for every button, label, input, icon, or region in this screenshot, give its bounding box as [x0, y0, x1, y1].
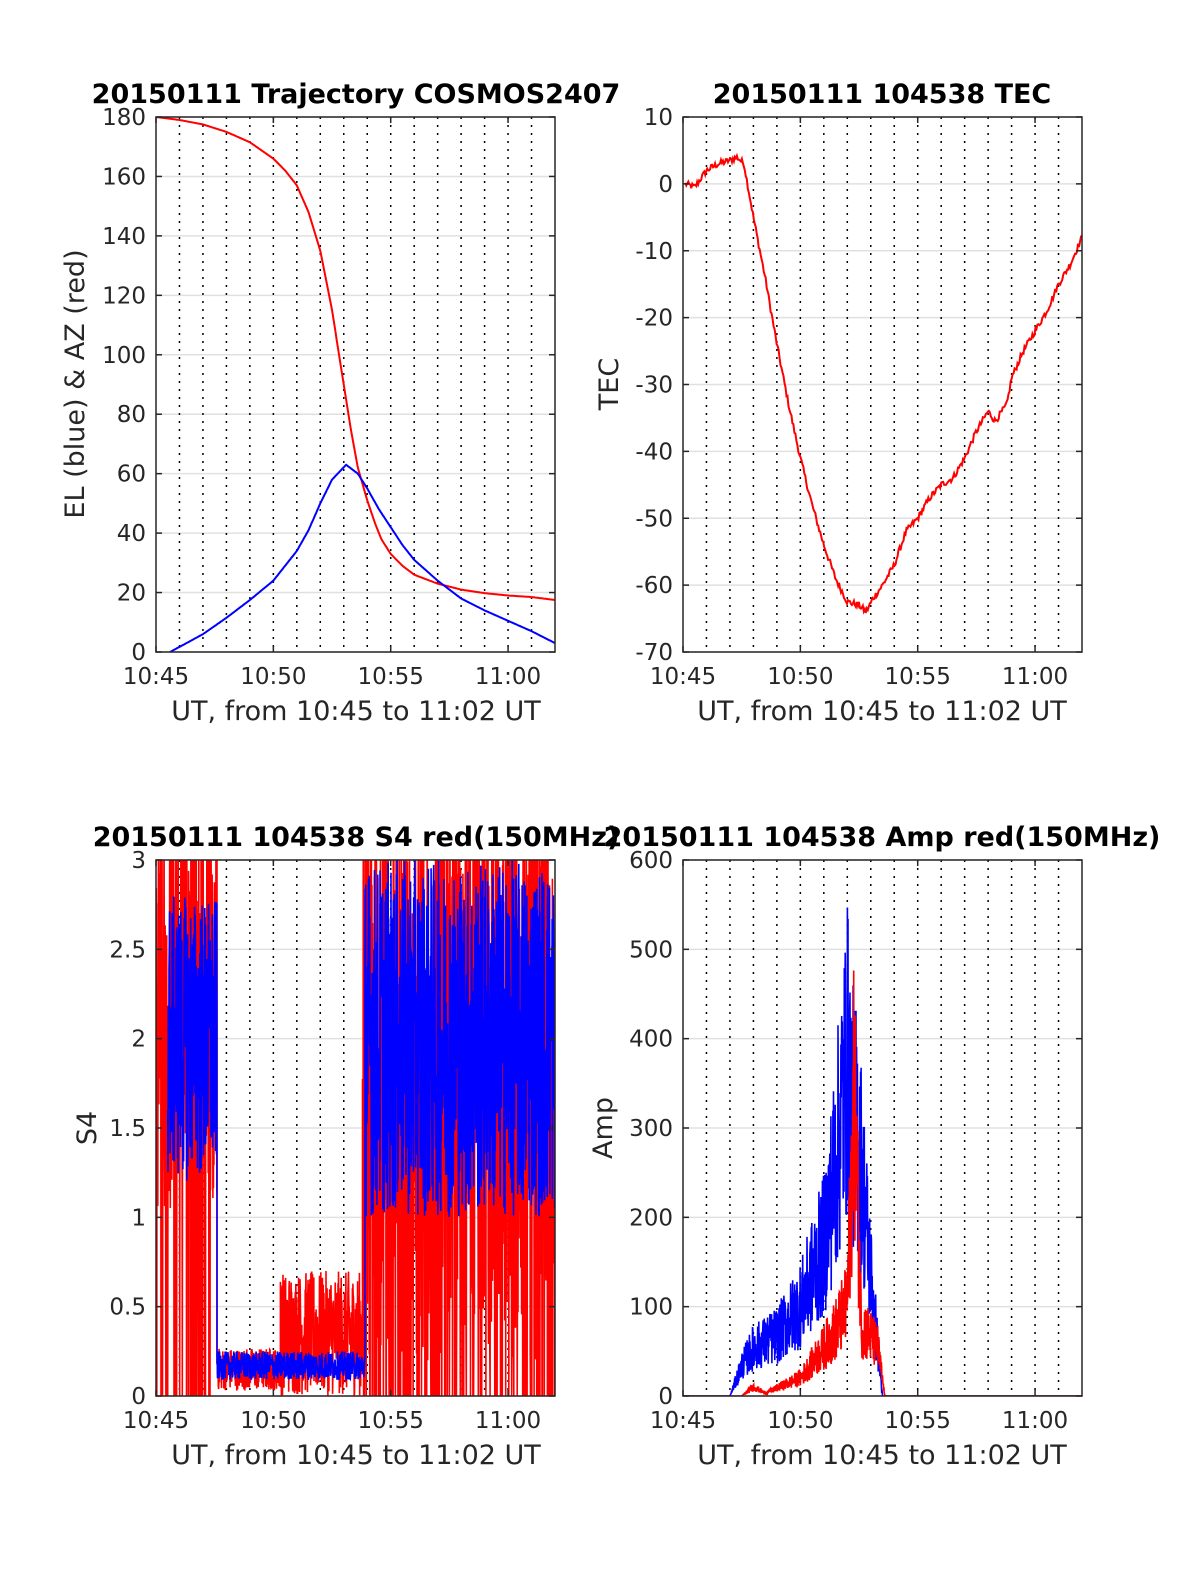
xtick-label: 11:00 [475, 1408, 541, 1434]
ytick-label: -20 [635, 306, 673, 332]
ytick-label: 40 [117, 521, 146, 547]
xtick-label: 10:55 [358, 664, 424, 690]
trajectory-title: 20150111 Trajectory COSMOS2407 [92, 79, 621, 110]
panel-s4: 20150111 104538 S4 red(150MHz) UT, from … [72, 822, 620, 1471]
xtick-label: 10:55 [885, 664, 951, 690]
xtick-label: 10:45 [650, 664, 716, 690]
xtick-label: 11:00 [1002, 1408, 1068, 1434]
s4-title: 20150111 104538 S4 red(150MHz) [93, 822, 620, 853]
ytick-label: -50 [635, 506, 673, 532]
amp-title: 20150111 104538 Amp red(150MHz) [604, 822, 1161, 853]
series-line-1 [683, 970, 1082, 1396]
tec-ylabel: TEC [594, 358, 625, 411]
ytick-label: 140 [102, 224, 146, 250]
xtick-label: 10:45 [123, 1408, 189, 1434]
panel-amp: 20150111 104538 Amp red(150MHz) UT, from… [588, 822, 1160, 1471]
xtick-label: 11:00 [475, 664, 541, 690]
ytick-label: 1.5 [109, 1116, 146, 1142]
xtick-label: 10:50 [767, 1408, 833, 1434]
ytick-label: 20 [117, 581, 146, 607]
ytick-label: -70 [635, 640, 673, 666]
ytick-label: 1 [131, 1205, 146, 1231]
tec-xlabel: UT, from 10:45 to 11:02 UT [697, 696, 1067, 727]
xtick-label: 10:45 [650, 1408, 716, 1434]
ytick-label: 160 [102, 164, 146, 190]
series-line-0 [683, 907, 1082, 1396]
xtick-label: 11:00 [1002, 664, 1068, 690]
s4-ylabel: S4 [72, 1111, 103, 1145]
xtick-label: 10:50 [240, 1408, 306, 1434]
ytick-label: 400 [629, 1027, 673, 1053]
ytick-label: 3 [131, 848, 146, 874]
xtick-label: 10:55 [885, 1408, 951, 1434]
s4-plot: 10:45 10:50 10:55 11:00 0 0.5 1 1.5 2 2.5 3 [109, 848, 556, 1434]
s4-xlabel: UT, from 10:45 to 11:02 UT [171, 1440, 541, 1471]
ytick-label: -60 [635, 573, 673, 599]
ytick-label: 100 [102, 343, 146, 369]
ytick-label: 0 [131, 1384, 146, 1410]
ytick-label: -40 [635, 439, 673, 465]
trajectory-ylabel: EL (blue) & AZ (red) [60, 249, 91, 518]
xtick-label: 10:45 [123, 664, 189, 690]
series-line-0 [684, 152, 1082, 615]
axes-box [155, 116, 556, 653]
trajectory-plot: 10:45 10:50 10:55 11:00 0 20 40 60 80 100 120 140 16… [102, 105, 556, 690]
ytick-label: -10 [635, 239, 673, 265]
ytick-label: 180 [102, 105, 146, 131]
ytick-label: 500 [629, 937, 673, 963]
amp-plot: 10:45 10:50 10:55 11:00 0 100 200 300 400 500 600 [629, 848, 1083, 1434]
tec-plot: 10:45 10:50 10:55 11:00 -70 -60 -50 -40 -30 -20 -1… [635, 105, 1083, 690]
ytick-label: 60 [117, 462, 146, 488]
ytick-label: 0 [658, 1384, 673, 1410]
amp-xlabel: UT, from 10:45 to 11:02 UT [697, 1440, 1067, 1471]
series-line-0 [156, 117, 555, 601]
ytick-label: 80 [117, 402, 146, 428]
ytick-label: 2.5 [109, 937, 146, 963]
xtick-label: 10:50 [767, 664, 833, 690]
ytick-label: 300 [629, 1116, 673, 1142]
ytick-label: 10 [644, 105, 673, 131]
ytick-label: 0 [131, 640, 146, 666]
ytick-label: 0.5 [109, 1295, 146, 1321]
ytick-label: 200 [629, 1205, 673, 1231]
panel-tec: 20150111 104538 TEC UT, from 10:45 to 11… [594, 79, 1083, 727]
ytick-label: 120 [102, 283, 146, 309]
trajectory-xlabel: UT, from 10:45 to 11:02 UT [171, 696, 541, 727]
panel-trajectory: 20150111 Trajectory COSMOS2407 UT, from … [60, 79, 620, 727]
ytick-label: 0 [658, 172, 673, 198]
series-line-1 [166, 860, 555, 1382]
ytick-label: 600 [629, 848, 673, 874]
tec-title: 20150111 104538 TEC [713, 79, 1052, 110]
ytick-label: -30 [635, 373, 673, 399]
series-line-1 [169, 463, 555, 652]
xtick-label: 10:55 [358, 1408, 424, 1434]
amp-ylabel: Amp [588, 1097, 619, 1159]
ytick-label: 2 [131, 1027, 146, 1053]
ytick-label: 100 [629, 1295, 673, 1321]
xtick-label: 10:50 [240, 664, 306, 690]
